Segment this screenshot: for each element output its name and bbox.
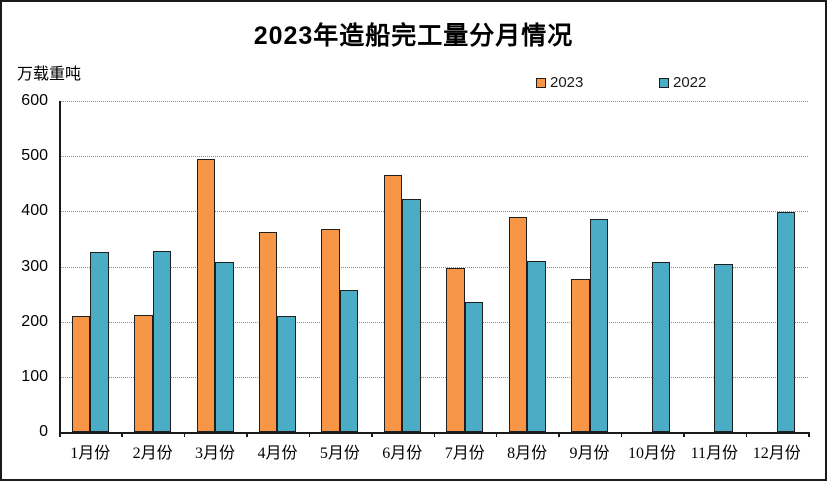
- bar-2023-1月份: [71, 315, 91, 432]
- bar-2023-7月份: [446, 268, 465, 432]
- x-axis-tick: [433, 432, 435, 437]
- bar-2022-5月份: [339, 290, 359, 432]
- x-axis-tick: [121, 432, 123, 437]
- bar-2022-10月份: [651, 261, 671, 432]
- legend-item-2023: 2023: [536, 74, 583, 91]
- x-axis-tick: [808, 432, 810, 437]
- bar-2023-8月份: [508, 216, 528, 432]
- y-tick-label-400: 400: [21, 202, 48, 220]
- bar-2023-6月份: [383, 174, 403, 432]
- x-tick-label-8月份: 8月份: [507, 445, 548, 462]
- bar-2022-4月份: [277, 315, 296, 432]
- x-axis-tick: [558, 432, 560, 437]
- legend-swatch-2022-icon: [659, 77, 669, 88]
- x-tick-label-10月份: 10月份: [627, 445, 676, 462]
- y-tick-label-0: 0: [39, 423, 48, 440]
- gridline-500: [61, 156, 808, 158]
- bar-2022-6月份: [402, 199, 421, 432]
- bar-2022-1月份: [90, 252, 109, 432]
- x-tick-label-6月份: 6月份: [382, 445, 423, 462]
- y-tick-label-300: 300: [21, 257, 48, 275]
- bar-2023-4月份: [258, 231, 278, 432]
- bar-2022-12月份: [776, 212, 796, 432]
- legend-item-2022: 2022: [659, 74, 706, 91]
- legend-label-2023: 2023: [550, 74, 584, 91]
- bar-2022-8月份: [527, 260, 546, 432]
- x-tick-label-12月份: 12月份: [752, 445, 801, 462]
- x-axis-tick: [308, 432, 311, 437]
- x-axis-tick: [620, 432, 623, 437]
- bar-2022-7月份: [464, 301, 484, 432]
- x-tick-label-1月份: 1月份: [70, 445, 111, 462]
- x-axis-tick: [183, 432, 186, 437]
- bar-2023-3月份: [196, 158, 216, 432]
- y-axis-unit-label: 万载重吨: [17, 66, 82, 83]
- gridline-300: [61, 266, 808, 268]
- x-axis-tick: [246, 432, 248, 437]
- y-tick-label-500: 500: [21, 147, 48, 165]
- x-tick-label-9月份: 9月份: [569, 445, 610, 462]
- y-tick-label-200: 200: [21, 312, 48, 330]
- chart-title: 2023年造船完工量分月情况: [253, 22, 574, 50]
- x-axis-tick: [495, 432, 498, 437]
- x-tick-label-3月份: 3月份: [195, 445, 236, 462]
- bar-2022-9月份: [589, 219, 609, 432]
- gridline-600: [61, 101, 808, 102]
- gridline-100: [61, 376, 808, 378]
- y-tick-label-100: 100: [21, 367, 48, 385]
- x-tick-label-11月份: 11月份: [690, 445, 739, 462]
- x-tick-label-7月份: 7月份: [444, 445, 485, 462]
- y-tick-label-600: 600: [21, 92, 48, 109]
- bar-2023-9月份: [571, 279, 590, 432]
- bar-2022-2月份: [152, 251, 172, 432]
- legend-label-2022: 2022: [673, 74, 707, 91]
- bar-2023-5月份: [321, 229, 340, 432]
- legend-swatch-2023-icon: [536, 77, 546, 88]
- x-axis-tick: [745, 432, 748, 437]
- bar-2022-11月份: [714, 264, 733, 432]
- x-axis-tick: [59, 432, 61, 437]
- x-tick-label-2月份: 2月份: [132, 445, 173, 462]
- x-axis-tick: [683, 432, 685, 437]
- x-axis-tick: [371, 432, 373, 437]
- bar-2023-2月份: [134, 315, 153, 432]
- x-tick-label-5月份: 5月份: [319, 445, 360, 462]
- bar-2022-3月份: [215, 261, 234, 432]
- gridline-400: [61, 211, 808, 213]
- gridline-200: [61, 321, 808, 323]
- plot-area: [59, 101, 808, 434]
- x-tick-label-4月份: 4月份: [257, 445, 298, 462]
